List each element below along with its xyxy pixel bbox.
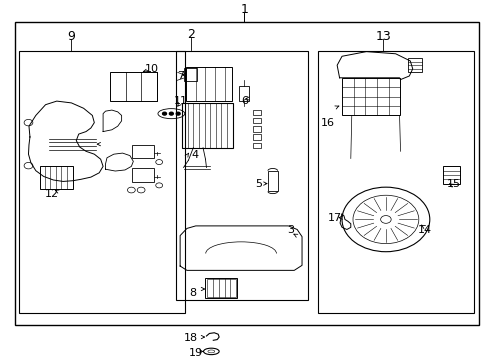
- Text: 10: 10: [144, 64, 159, 74]
- Text: 8: 8: [189, 288, 197, 298]
- Text: 5: 5: [255, 179, 262, 189]
- Bar: [407, 58, 422, 72]
- Text: 6: 6: [241, 96, 247, 106]
- Text: 3: 3: [287, 225, 294, 235]
- Bar: [40, 166, 73, 189]
- Bar: [182, 103, 233, 148]
- Text: 11: 11: [174, 96, 188, 106]
- Bar: [183, 68, 197, 81]
- Bar: [15, 22, 478, 325]
- Text: 13: 13: [375, 30, 390, 43]
- Circle shape: [162, 112, 166, 115]
- Bar: [253, 110, 261, 116]
- Text: 2: 2: [186, 28, 194, 41]
- Bar: [110, 72, 157, 101]
- Bar: [132, 145, 154, 158]
- Bar: [206, 279, 235, 297]
- Text: 7: 7: [177, 71, 184, 81]
- Text: 1: 1: [240, 3, 248, 16]
- Bar: [253, 126, 261, 132]
- Text: 15: 15: [446, 179, 460, 189]
- Text: 17: 17: [327, 213, 341, 222]
- Bar: [443, 166, 459, 184]
- Circle shape: [169, 112, 173, 115]
- Bar: [253, 118, 261, 123]
- Bar: [341, 78, 399, 116]
- Text: 18: 18: [183, 333, 198, 343]
- Bar: [253, 134, 261, 140]
- Bar: [253, 143, 261, 148]
- Bar: [238, 86, 249, 101]
- Circle shape: [176, 112, 180, 115]
- Bar: [19, 51, 184, 313]
- Text: 19: 19: [188, 348, 203, 358]
- Text: 4: 4: [191, 150, 198, 160]
- Bar: [176, 51, 307, 300]
- Text: 14: 14: [417, 225, 431, 235]
- Bar: [267, 171, 277, 192]
- Bar: [205, 278, 237, 298]
- Text: 12: 12: [45, 189, 59, 199]
- Bar: [185, 67, 232, 101]
- Text: 9: 9: [67, 30, 75, 43]
- Text: 16: 16: [320, 118, 334, 127]
- Bar: [132, 168, 154, 182]
- Bar: [317, 51, 473, 313]
